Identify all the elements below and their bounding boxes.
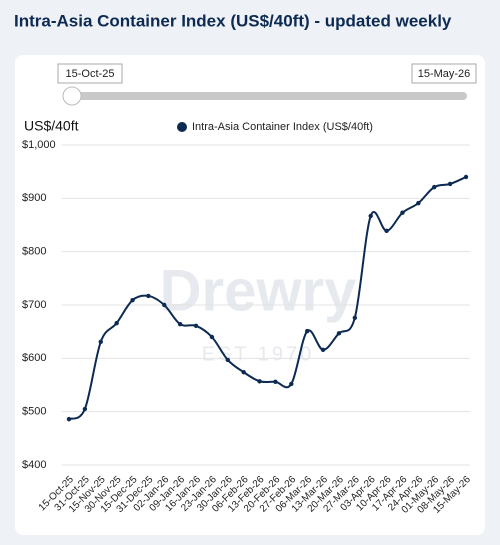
- data-point: [162, 302, 167, 308]
- data-point: [416, 200, 421, 206]
- range-start-box: [57, 63, 123, 84]
- data-point: [130, 298, 135, 303]
- y-tick-label: $900: [22, 192, 46, 204]
- data-point: [384, 228, 389, 234]
- data-point: [146, 293, 151, 299]
- y-tick-label: $1,000: [22, 139, 56, 151]
- data-point: [257, 379, 262, 384]
- data-point: [66, 416, 72, 422]
- range-end-box: [411, 63, 477, 84]
- range-end: 15-May-26: [418, 68, 471, 80]
- card: [15, 55, 485, 535]
- y-tick-label: $500: [22, 406, 46, 418]
- data-point: [352, 315, 358, 320]
- data-point: [209, 334, 215, 340]
- y-tick-label: $700: [22, 299, 46, 311]
- data-point: [400, 210, 405, 215]
- data-point: [305, 328, 310, 334]
- data-point: [463, 174, 469, 180]
- data-point: [177, 322, 183, 327]
- data-point: [432, 184, 437, 190]
- data-point: [241, 370, 246, 375]
- data-point: [193, 323, 199, 328]
- data-point: [225, 357, 230, 363]
- data-point: [320, 347, 326, 352]
- slider-track[interactable]: [70, 92, 467, 100]
- watermark: Drewry: [160, 258, 357, 323]
- data-point: [289, 381, 294, 387]
- data-point: [336, 331, 342, 336]
- y-tick-label: $600: [22, 352, 46, 364]
- data-point: [114, 320, 119, 326]
- legend-marker: [177, 122, 187, 132]
- y-tick-label: $400: [22, 459, 46, 471]
- slider-handle[interactable]: [62, 86, 82, 106]
- y-axis-label: US$/40ft: [24, 118, 79, 134]
- data-point: [98, 339, 103, 344]
- legend-label: Intra-Asia Container Index (US$/40ft): [192, 121, 373, 133]
- range-start: 15-Oct-25: [66, 68, 115, 80]
- data-point: [368, 213, 373, 219]
- data-point: [273, 379, 278, 384]
- data-point: [82, 406, 88, 412]
- y-tick-label: $800: [22, 246, 46, 258]
- chart-title: Intra-Asia Container Index (US$/40ft) - …: [14, 11, 452, 30]
- data-point: [447, 181, 453, 187]
